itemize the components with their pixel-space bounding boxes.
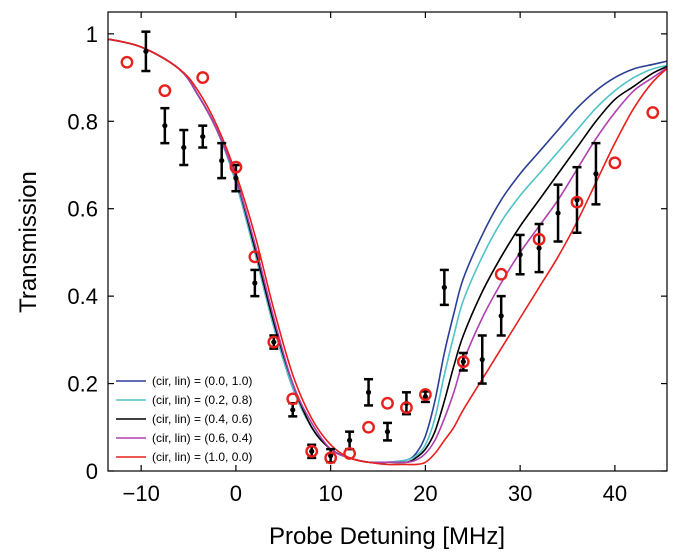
errorbar-point [477,334,487,385]
measured-point [120,55,134,69]
y-tick-label: 1 [86,22,98,47]
errorbar-point [515,233,525,276]
errorbar-point [160,106,170,145]
y-axis-label: Transmission [15,171,42,313]
y-tick-label: 0.2 [67,372,98,397]
errorbar-point [217,141,227,180]
measured-point [248,250,262,264]
errorbar-point [553,183,563,243]
measured-point [608,156,622,170]
errorbar-point [439,268,449,307]
errorbar-point [364,377,374,407]
measured-point [286,392,300,406]
measured-point [158,84,172,98]
measured-point [381,396,394,410]
svg-text:(cir, lin) = (1.0, 0.0): (cir, lin) = (1.0, 0.0) [152,450,252,464]
measured-point [305,444,319,458]
svg-text:(cir, lin) = (0.2, 0.8): (cir, lin) = (0.2, 0.8) [152,393,252,407]
measured-point [456,355,470,369]
x-tick-label: 30 [508,481,532,506]
model-curve-4 [108,38,667,466]
x-axis-label: Probe Detuning [MHz] [269,523,505,550]
y-tick-label: 0.8 [67,109,98,134]
y-axis-ticks: 0 0.2 0.4 0.6 0.8 1 [67,22,667,484]
measured-point [267,335,281,349]
errorbar-point [383,421,392,442]
legend-entry: (cir, lin) = (1.0, 0.0) [116,450,252,464]
x-tick-label: −10 [122,481,159,506]
y-tick-label: 0 [86,459,98,484]
legend-entry: (cir, lin) = (0.6, 0.4) [116,431,252,445]
y-tick-label: 0.6 [67,197,98,222]
legend-entry: (cir, lin) = (0.2, 0.8) [116,393,252,407]
plot-frame [107,11,668,472]
errorbar-point [179,128,189,167]
svg-text:(cir, lin) = (0.6, 0.4): (cir, lin) = (0.6, 0.4) [152,431,252,445]
svg-text:(cir, lin) = (0.0, 1.0): (cir, lin) = (0.0, 1.0) [152,374,252,388]
measured-point [494,267,508,281]
measured-point [324,451,338,465]
errorbar-point [250,268,260,298]
data-points [120,30,660,465]
measured-point [343,447,357,460]
x-tick-label: 10 [318,481,342,506]
errorbar-point [591,141,601,206]
measured-point [418,388,432,401]
measured-point [570,195,584,209]
model-curve-3 [108,38,667,464]
measured-point [532,232,546,246]
y-tick-label: 0.4 [67,284,98,309]
errorbar-point [231,163,241,193]
x-tick-label: 40 [603,481,627,506]
legend: (cir, lin) = (0.0, 1.0) (cir, lin) = (0.2… [116,374,252,464]
errorbar-point [141,30,151,73]
x-tick-label: 20 [413,481,437,506]
measured-point [229,160,243,174]
errorbar-point [534,222,544,274]
measured-point [362,420,375,434]
legend-entry: (cir, lin) = (0.4, 0.6) [116,412,252,426]
errorbar-point [198,124,208,149]
svg-text:(cir, lin) = (0.4, 0.6): (cir, lin) = (0.4, 0.6) [152,412,252,426]
measured-point [646,106,660,119]
x-axis-ticks: −10 0 10 20 30 40 [122,12,627,506]
errorbar-point [572,165,582,235]
legend-entry: (cir, lin) = (0.0, 1.0) [116,374,252,388]
measured-point [400,401,413,415]
errorbar-point [345,430,355,451]
x-tick-label: 0 [230,481,242,506]
measured-point [196,71,210,84]
errorbar-point [496,294,506,337]
